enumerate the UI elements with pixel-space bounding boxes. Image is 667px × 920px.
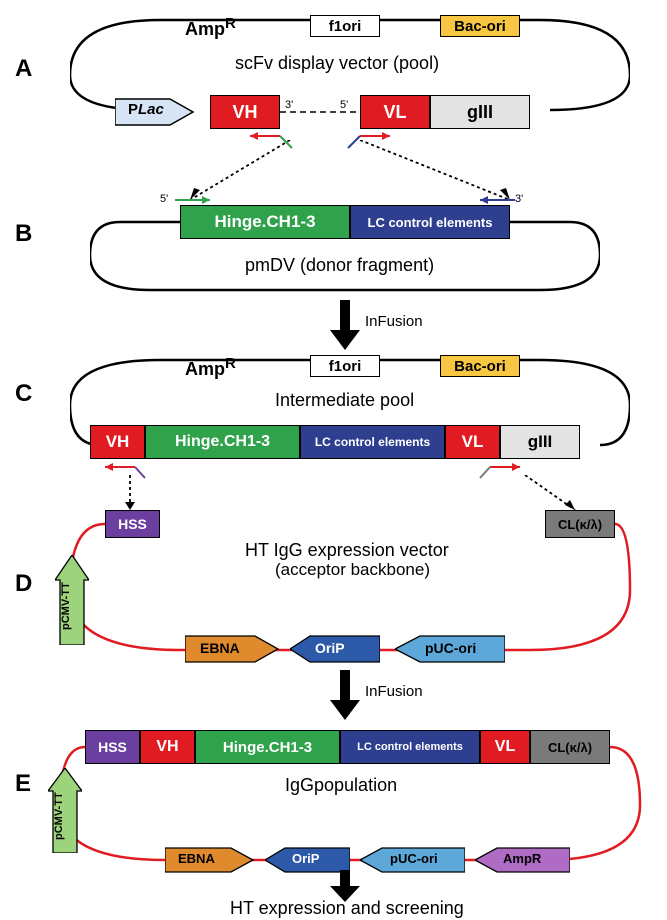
OriP-label-E: OriP xyxy=(292,851,319,866)
ampR-label-C: AmpR xyxy=(185,355,236,380)
pLac-label-A: PLac xyxy=(128,101,164,118)
infusion-label-1: InFusion xyxy=(365,313,423,330)
gIII-box-C: gIII xyxy=(500,425,580,459)
f1ori-box-A: f1ori xyxy=(310,15,380,37)
diagram-canvas: A B C D E scFv display vector (pool) Amp… xyxy=(0,0,667,920)
pCMV-label-D: pCMV-TT xyxy=(60,582,72,630)
ampR-sup-C: R xyxy=(225,355,236,372)
5p-label-B: 5' xyxy=(160,193,168,205)
step-letter-E: E xyxy=(15,770,31,798)
pUC-label-D: pUC-ori xyxy=(425,640,476,656)
step-letter-A: A xyxy=(15,55,32,83)
EBNA-label-D: EBNA xyxy=(200,640,240,656)
gIII-box-A: gIII xyxy=(430,95,530,129)
pLac-P: P xyxy=(128,101,138,118)
VL-box-A: VL xyxy=(360,95,430,129)
AmpR-label-E: AmpR xyxy=(503,851,541,866)
title-pmDV: pmDV (donor fragment) xyxy=(245,255,434,276)
dotted-connect-CD xyxy=(90,475,610,515)
step-letter-C: C xyxy=(15,380,32,408)
lc-box-C: LC control elements xyxy=(300,425,445,459)
VH-box-A: VH xyxy=(210,95,280,129)
ampR-sup: R xyxy=(225,15,236,32)
infusion-arrow-1 xyxy=(330,300,360,350)
5p-label-A-right: 5' xyxy=(340,99,348,111)
VH-box-C: VH xyxy=(90,425,145,459)
pLac-Lac: Lac xyxy=(138,101,164,118)
hinge-box-C: Hinge.CH1-3 xyxy=(145,425,300,459)
VL-box-C: VL xyxy=(445,425,500,459)
f1ori-box-C: f1ori xyxy=(310,355,380,377)
infusion-arrow-2 xyxy=(330,670,360,720)
title-intermediate: Intermediate pool xyxy=(275,390,414,411)
title-scFv: scFv display vector (pool) xyxy=(235,53,439,74)
infusion-label-2: InFusion xyxy=(365,683,423,700)
OriP-label-D: OriP xyxy=(315,640,345,656)
3p-label-A-left: 3' xyxy=(285,99,293,111)
bac-ori-box-A: Bac-ori xyxy=(440,15,520,37)
step-letter-B: B xyxy=(15,220,32,248)
EBNA-label-E: EBNA xyxy=(178,851,215,866)
plasmid-B-curve xyxy=(90,205,600,295)
ampR-label-A: AmpR xyxy=(185,15,236,40)
ampR-text: Amp xyxy=(185,19,225,39)
pUC-label-E: pUC-ori xyxy=(390,851,438,866)
bac-ori-box-C: Bac-ori xyxy=(440,355,520,377)
step-letter-D: D xyxy=(15,570,32,598)
ampR-text-C: Amp xyxy=(185,359,225,379)
pCMV-label-E: pCMV-TT xyxy=(53,792,65,840)
title-final: HT expression and screening xyxy=(230,898,464,919)
